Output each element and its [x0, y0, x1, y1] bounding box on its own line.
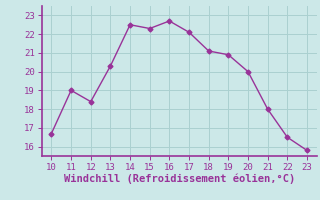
X-axis label: Windchill (Refroidissement éolien,°C): Windchill (Refroidissement éolien,°C): [64, 173, 295, 184]
